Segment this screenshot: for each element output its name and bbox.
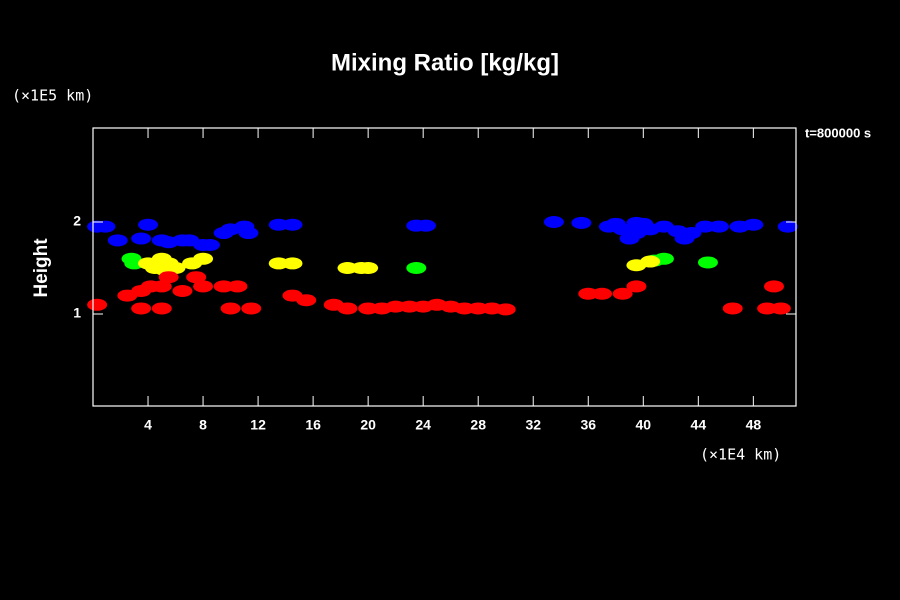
plot-frame <box>92 127 797 407</box>
blob <box>571 216 592 229</box>
blob <box>296 294 317 307</box>
blob <box>158 271 179 284</box>
blob <box>743 218 764 231</box>
chart-title: Mixing Ratio [kg/kg] <box>331 49 559 76</box>
annotation: t=800000 s <box>805 125 871 140</box>
blob <box>415 219 436 232</box>
blob <box>695 220 716 233</box>
blob <box>626 280 647 293</box>
x-tick-label: 16 <box>305 417 321 433</box>
x-tick-label: 48 <box>746 417 762 433</box>
x-tick-label: 36 <box>580 417 596 433</box>
x-tick-label: 4 <box>144 417 152 433</box>
blob <box>722 302 743 315</box>
blob <box>199 239 220 251</box>
blob <box>227 280 248 293</box>
y-tick-label: 1 <box>73 305 81 321</box>
blob <box>241 302 262 315</box>
blob <box>131 232 152 245</box>
blob <box>193 252 214 265</box>
blob <box>454 302 475 315</box>
blob <box>495 303 516 316</box>
x-tick-label: 12 <box>250 417 266 433</box>
blob <box>268 218 289 231</box>
blob <box>151 280 172 293</box>
blob <box>385 300 406 313</box>
blob <box>592 287 613 300</box>
blob <box>138 218 159 231</box>
blob <box>770 302 791 315</box>
blob <box>151 302 172 315</box>
blob <box>238 227 259 240</box>
x-tick-label: 20 <box>360 417 376 433</box>
blob <box>193 280 214 293</box>
blob <box>95 220 116 233</box>
x-tick-label: 44 <box>691 417 707 433</box>
y-unit: (×1E5 km) <box>12 87 93 105</box>
blob <box>186 271 207 284</box>
y-axis-label: Height <box>31 238 52 298</box>
x-unit: (×1E4 km) <box>700 446 781 464</box>
blob <box>777 220 798 233</box>
blob <box>578 287 599 300</box>
blob <box>619 232 640 245</box>
blob <box>358 302 379 315</box>
blob <box>543 216 564 228</box>
blob <box>708 220 729 233</box>
x-tick-label: 8 <box>199 417 207 433</box>
blob <box>674 232 695 245</box>
x-tick-label: 32 <box>525 417 541 433</box>
blob <box>605 217 626 230</box>
blob <box>124 257 145 270</box>
blob <box>406 262 427 274</box>
blob <box>697 256 718 269</box>
y-tick-label: 2 <box>73 213 81 229</box>
blob <box>220 302 241 315</box>
blob <box>399 300 420 313</box>
x-tick-label: 24 <box>415 417 431 433</box>
blob <box>87 298 108 311</box>
blob <box>282 218 303 231</box>
blob <box>763 280 784 293</box>
blob <box>757 302 778 315</box>
blob <box>107 234 128 247</box>
blob <box>282 257 303 270</box>
blob <box>337 262 358 274</box>
blob <box>468 302 489 315</box>
x-tick-label: 28 <box>470 417 486 433</box>
blob <box>358 262 379 274</box>
blob <box>626 216 647 229</box>
blob <box>213 280 234 293</box>
blob <box>640 255 661 268</box>
blob <box>172 285 193 297</box>
blob <box>337 302 358 315</box>
blob <box>131 302 152 315</box>
blob <box>612 287 633 300</box>
x-tick-label: 40 <box>636 417 652 433</box>
blob <box>268 257 289 270</box>
